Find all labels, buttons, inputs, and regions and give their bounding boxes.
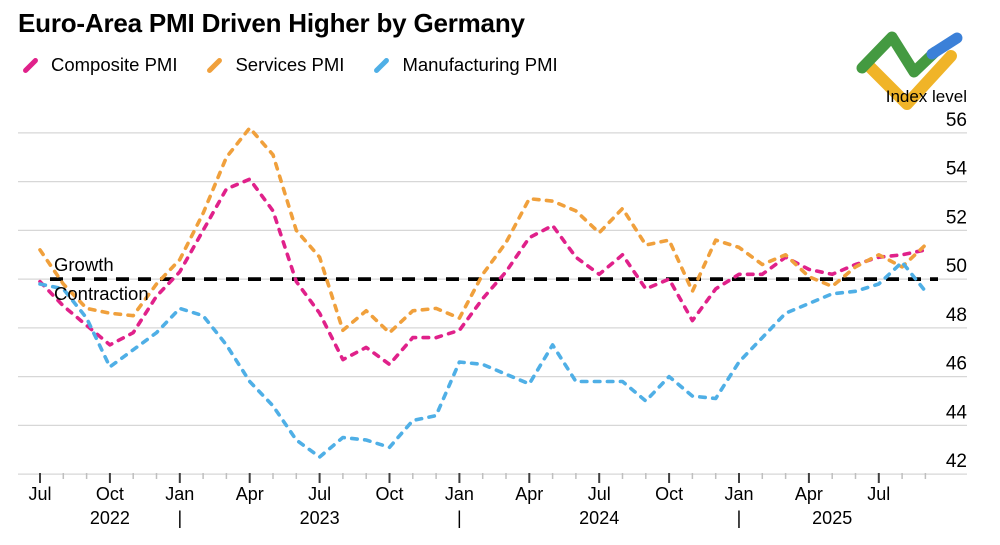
x-tick-label: Jan xyxy=(165,484,194,504)
legend-label-manufacturing: Manufacturing PMI xyxy=(402,54,558,75)
x-tick-label: Jan xyxy=(445,484,474,504)
x-tick-label: Oct xyxy=(655,484,683,504)
x-tick-label: Jul xyxy=(28,484,51,504)
y-tick-label-52: 52 xyxy=(946,207,967,228)
series-line-services-pmi xyxy=(38,126,928,335)
x-tick-label: Jul xyxy=(867,484,890,504)
legend-item-services: Services PMI xyxy=(205,54,344,76)
year-separator: | xyxy=(457,508,462,528)
chart-title: Euro-Area PMI Driven Higher by Germany xyxy=(18,8,525,38)
year-label-2024: 2024 xyxy=(579,508,619,528)
y-tick-label-48: 48 xyxy=(946,305,967,326)
y-tick-label-46: 46 xyxy=(946,354,967,375)
x-tick-label: Apr xyxy=(236,484,264,504)
growth-label: Growth xyxy=(54,254,114,275)
x-tick-label: Oct xyxy=(375,484,403,504)
y-axis-title: Index level xyxy=(885,87,967,106)
year-label-2023: 2023 xyxy=(300,508,340,528)
y-tick-label-42: 42 xyxy=(946,451,967,472)
y-tick-label-50: 50 xyxy=(946,256,967,277)
year-label-2022: 2022 xyxy=(90,508,130,528)
x-tick-label: Jul xyxy=(308,484,331,504)
legend-label-services: Services PMI xyxy=(235,54,345,75)
year-separator: | xyxy=(177,508,182,528)
legend-label-composite: Composite PMI xyxy=(51,54,178,75)
y-tick-label-54: 54 xyxy=(946,159,968,180)
x-tick-label: Jul xyxy=(588,484,611,504)
contraction-label: Contraction xyxy=(54,283,149,304)
x-tick-label: Apr xyxy=(515,484,543,504)
legend-item-manufacturing: Manufacturing PMI xyxy=(372,54,558,76)
legend-item-composite: Composite PMI xyxy=(21,54,177,76)
legend: Composite PMI Services PMI Manufacturing… xyxy=(21,54,558,76)
year-label-2025: 2025 xyxy=(812,508,852,528)
x-tick-label: Oct xyxy=(96,484,124,504)
y-tick-label-56: 56 xyxy=(946,110,967,131)
x-tick-label: Apr xyxy=(795,484,823,504)
series-line-manufacturing-pmi xyxy=(38,260,928,459)
y-tick-label-44: 44 xyxy=(946,402,968,423)
series-line-composite-pmi xyxy=(38,177,928,367)
x-tick-label: Jan xyxy=(724,484,753,504)
year-separator: | xyxy=(737,508,742,528)
